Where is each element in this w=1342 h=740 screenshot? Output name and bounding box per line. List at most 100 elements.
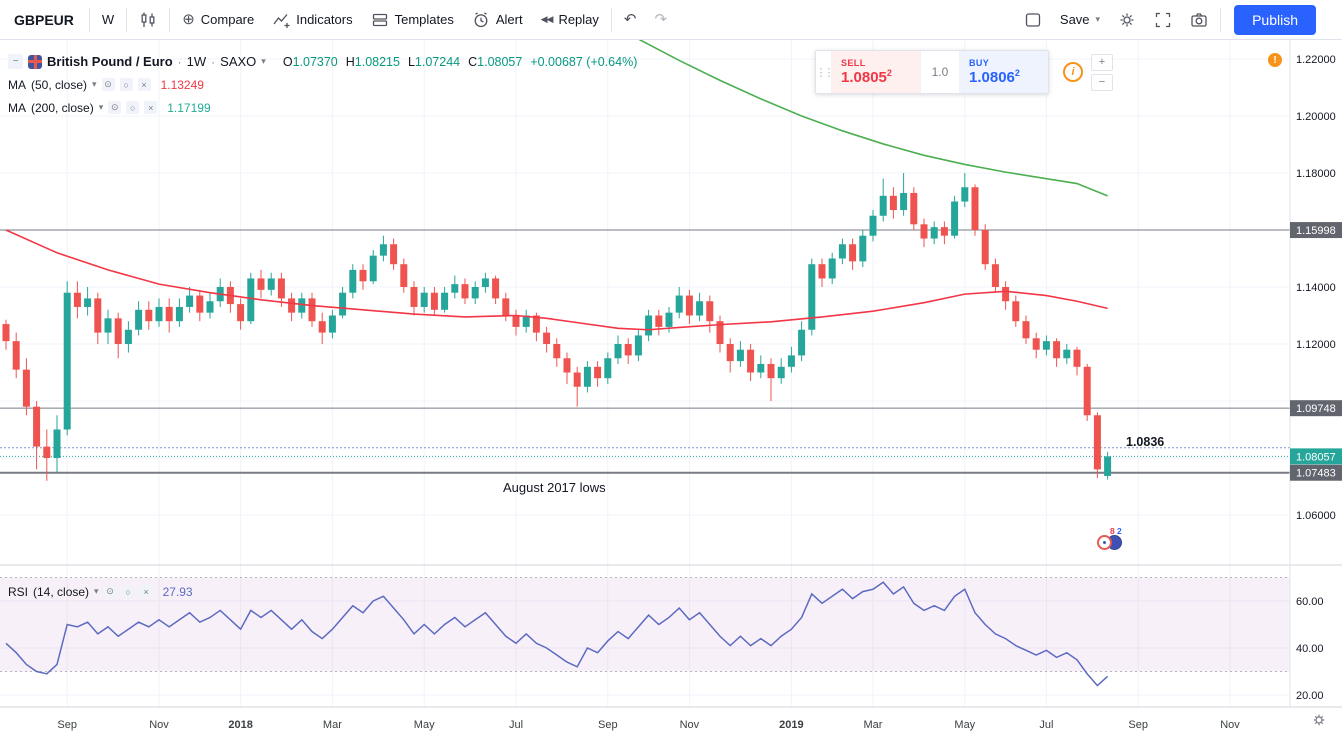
time-axis-label[interactable]: Jul [1039,719,1053,731]
candle-body [196,295,204,313]
order-widget: ⋮⋮ SELL 1.08052 1.0 BUY 1.08062 i + − [815,50,1113,94]
time-axis-label[interactable]: Nov [1220,719,1240,731]
drag-handle-icon[interactable]: ⋮⋮ [816,51,835,93]
warning-icon[interactable]: ! [1268,53,1282,67]
undo-button[interactable]: ↶ [615,5,646,35]
candle-body [22,369,30,407]
candle-body [655,315,663,327]
snapshot-button[interactable] [1181,5,1217,35]
indicator-settings-icon[interactable]: ○ [126,101,140,114]
candle-body [1063,349,1071,359]
sell-label: SELL [841,57,866,68]
indicator-settings-icon[interactable]: ○ [121,585,135,598]
delete-icon[interactable]: × [144,101,158,114]
time-axis-label[interactable]: Sep [1128,719,1148,731]
price-axis[interactable] [1290,40,1342,707]
templates-button[interactable]: Templates [362,5,463,35]
compare-button[interactable]: ⊕ Compare [173,5,263,35]
layout-button[interactable] [1015,5,1051,35]
increase-button[interactable]: + [1091,53,1113,71]
candle-body [247,278,255,322]
lows-annotation[interactable]: August 2017 lows [503,480,606,495]
toolbar-divider [610,7,612,32]
sell-button[interactable]: SELL 1.08052 [832,51,920,93]
eye-icon[interactable]: ⊙ [101,78,115,91]
indicators-label: Indicators [296,12,353,27]
ma50-line [5,229,1108,331]
indicators-button[interactable]: Indicators [263,5,361,35]
candle-body [838,244,846,259]
indicator-settings-icon[interactable]: ○ [119,78,133,91]
interval-button[interactable]: W [101,12,115,27]
price-axis-label: 1.18000 [1296,168,1336,180]
settings-button[interactable] [1109,5,1145,35]
delete-icon[interactable]: × [137,78,151,91]
time-axis-label[interactable]: 2019 [779,719,803,731]
fullscreen-button[interactable] [1145,5,1181,35]
time-axis-label[interactable]: Mar [864,719,883,731]
candle-body [124,329,132,344]
candle-body [186,295,194,307]
top-toolbar: GBPEUR W ⊕ Compare Indicators Templates [0,0,1342,40]
sell-price: 1.08052 [841,68,911,87]
camera-icon [1191,12,1207,27]
rsi-axis-label: 20.00 [1296,690,1324,702]
candle-body [543,332,551,344]
candle-body [798,329,806,356]
save-button[interactable]: Save ▾ [1051,5,1109,35]
eye-icon[interactable]: ⊙ [103,585,117,598]
undo-icon: ↶ [623,11,637,28]
candle-body [859,235,867,262]
candle-body [420,292,428,307]
collapse-legend-icon[interactable]: − [8,54,23,69]
symbol-button[interactable]: GBPEUR [14,11,74,28]
indicators-icon [273,13,290,28]
candle-body [889,195,897,211]
candle-body [716,321,724,344]
chart-style-button[interactable] [130,5,166,35]
alert-label: Alert [495,12,523,27]
publish-button[interactable]: Publish [1234,4,1316,35]
candle-body [951,201,959,236]
time-axis-label[interactable]: Sep [57,719,77,731]
candle-body [767,363,775,379]
time-axis-label[interactable]: May [414,719,435,731]
time-axis-label[interactable]: Nov [680,719,700,731]
time-axis-label[interactable]: 2018 [228,719,252,731]
replay-button[interactable]: ◀◀ Replay [532,5,608,35]
price-annotation[interactable]: 1.0836 [1126,435,1165,449]
symbol-title[interactable]: British Pound / Euro [47,54,173,69]
ma50-label[interactable]: MA [8,77,26,92]
price-chart-canvas[interactable]: 1.220001.200001.180001.140001.120001.060… [0,40,1342,740]
low-label: L [407,54,415,69]
time-axis-label[interactable]: May [954,719,975,731]
candle-body [787,355,795,367]
buy-button[interactable]: BUY 1.08062 [960,51,1048,93]
delete-icon[interactable]: × [139,585,153,598]
ma200-line [638,40,1108,197]
alert-button[interactable]: Alert [463,5,532,35]
candle-body [73,292,81,307]
redo-button[interactable]: ↷ [645,5,676,35]
info-icon[interactable]: i [1063,62,1083,82]
time-axis-gear-icon[interactable] [1313,714,1325,726]
candle-body [2,324,10,342]
ma200-label[interactable]: MA [8,100,26,115]
decrease-button[interactable]: − [1091,73,1113,91]
time-axis[interactable] [0,707,1342,740]
rsi-band [0,577,1290,672]
eye-icon[interactable]: ⊙ [108,101,122,114]
candle-body [1022,321,1030,339]
price-axis-label: 1.20000 [1296,111,1336,123]
candle-body [1104,456,1112,476]
level-box [1290,400,1342,417]
time-axis-label[interactable]: Mar [323,719,342,731]
candle-body [390,244,398,265]
time-axis-label[interactable]: Jul [509,719,523,731]
rsi-label[interactable]: RSI [8,584,29,599]
time-axis-label[interactable]: Nov [149,719,169,731]
buy-price-sup: 2 [1014,67,1020,78]
level-box-label: 1.15998 [1296,225,1336,237]
time-axis-label[interactable]: Sep [598,719,618,731]
candle-body [675,295,683,313]
